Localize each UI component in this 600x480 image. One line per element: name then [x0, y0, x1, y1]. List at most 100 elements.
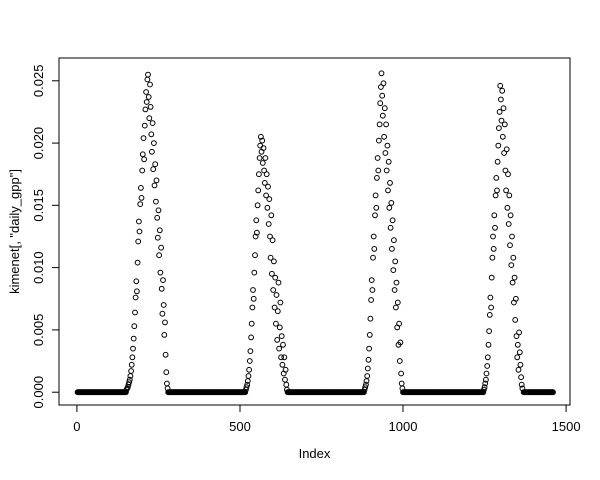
data-point — [128, 368, 135, 374]
data-point — [489, 254, 496, 261]
data-point — [242, 389, 249, 396]
data-point — [155, 207, 162, 214]
data-point — [510, 254, 517, 261]
data-point — [372, 192, 379, 199]
data-point — [502, 167, 509, 174]
data-point — [267, 233, 273, 240]
data-point — [250, 287, 256, 293]
data-point — [370, 254, 376, 261]
data-point — [484, 354, 491, 361]
data-point — [150, 166, 157, 173]
data-point — [397, 339, 404, 346]
data-point — [512, 317, 519, 323]
data-point — [399, 385, 406, 392]
data-point — [515, 366, 522, 373]
x-tick-label: 0 — [73, 419, 80, 434]
data-point — [267, 254, 274, 261]
data-point — [504, 204, 511, 211]
data-point — [247, 348, 254, 355]
data-point — [364, 373, 371, 379]
data-point — [151, 182, 158, 189]
data-point — [138, 195, 145, 201]
data-point — [147, 81, 153, 88]
data-point — [144, 76, 151, 83]
data-point — [265, 221, 272, 227]
data-point — [284, 386, 290, 393]
data-point — [517, 361, 524, 368]
data-point — [497, 82, 504, 89]
data-point — [518, 374, 524, 381]
data-point — [384, 142, 391, 149]
data-point — [124, 384, 131, 391]
data-point — [387, 180, 393, 186]
data-point — [382, 150, 389, 156]
data-point — [361, 386, 368, 393]
data-point — [278, 333, 285, 340]
data-point — [274, 308, 281, 315]
data-point — [506, 192, 513, 199]
y-tick-label: 0.015 — [31, 189, 46, 222]
data-point — [140, 135, 147, 142]
data-point — [492, 224, 498, 231]
data-point — [245, 373, 252, 379]
data-point — [487, 294, 494, 301]
data-point — [147, 104, 154, 110]
data-point — [274, 337, 281, 343]
data-point — [266, 196, 273, 203]
data-point — [159, 310, 166, 317]
data-point — [156, 227, 163, 234]
data-point — [149, 120, 156, 126]
data-point — [262, 155, 269, 161]
data-point — [486, 328, 493, 335]
data-point — [279, 361, 286, 368]
data-point — [131, 323, 138, 330]
data-point — [257, 142, 264, 149]
data-point — [480, 389, 487, 396]
data-point — [151, 140, 157, 147]
data-point — [389, 246, 395, 252]
data-point — [243, 384, 250, 391]
data-point — [269, 270, 275, 277]
data-point — [483, 376, 489, 383]
data-point — [501, 121, 508, 128]
axes-layer: 0 500 1000 1500 0.000 0.005 0.010 0.015 0.020 0.0… — [31, 65, 581, 434]
data-point — [152, 161, 159, 168]
data-point — [494, 187, 500, 194]
data-point — [367, 315, 374, 322]
data-point — [499, 133, 506, 140]
y-tick-label: 0.005 — [31, 314, 46, 347]
data-point — [134, 288, 140, 295]
data-point — [249, 304, 256, 311]
data-point — [254, 202, 261, 209]
data-point — [491, 212, 498, 219]
data-point — [486, 312, 493, 318]
data-point — [136, 228, 143, 235]
data-point — [134, 259, 141, 266]
data-point — [518, 381, 525, 388]
data-point — [160, 302, 167, 308]
data-point — [271, 304, 278, 311]
data-point — [139, 151, 146, 158]
data-point — [513, 333, 520, 340]
x-axis-label: Index — [299, 446, 331, 461]
data-point — [365, 356, 372, 363]
y-tick-label: 0.010 — [31, 251, 46, 284]
y-tick-label: 0.025 — [31, 65, 46, 98]
data-point — [507, 242, 513, 249]
data-point — [509, 279, 516, 286]
data-point — [513, 295, 519, 302]
data-point — [386, 204, 393, 211]
data-point — [278, 354, 285, 361]
data-point — [158, 285, 165, 292]
data-point — [369, 287, 376, 293]
data-point — [383, 167, 390, 174]
data-point — [161, 332, 168, 338]
data-point — [253, 217, 260, 224]
data-point — [368, 277, 375, 284]
data-point — [248, 334, 255, 341]
data-point — [383, 121, 390, 128]
data-point — [272, 274, 279, 281]
data-point — [263, 171, 270, 178]
data-point — [160, 277, 166, 284]
data-point — [251, 269, 258, 276]
